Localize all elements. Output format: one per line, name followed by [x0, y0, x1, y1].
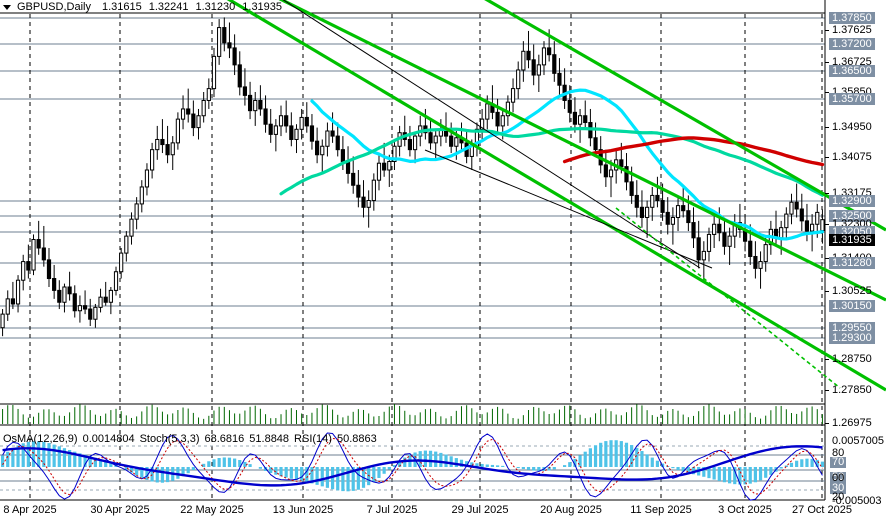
- time-label: 7 Jul 2025: [366, 504, 418, 516]
- price-label: 1.30525: [832, 285, 872, 297]
- price-label: 1.35700: [829, 93, 875, 105]
- indicator-scale-label: 00: [832, 472, 845, 484]
- price-tick: [825, 224, 829, 225]
- rsi-label: RSI(14): [294, 433, 332, 445]
- price-label: 1.37200: [829, 38, 875, 50]
- indicator-scale-label: 30: [830, 482, 847, 494]
- indicator-scale-label: 0.0057005: [832, 435, 884, 447]
- price-tick: [825, 390, 829, 391]
- stoch-legend[interactable]: Stoch(5,3,3) 68.6816 51.8848: [140, 433, 289, 445]
- price-label: 1.37850: [829, 12, 875, 24]
- stoch-k-value: 68.6816: [204, 433, 245, 445]
- ohlc-value-close: 1.31935: [242, 1, 283, 13]
- price-tick: [825, 291, 829, 292]
- indicator-scale-label: -0.005003: [832, 495, 882, 507]
- ohlc-values: 1.31615 1.32241 1.31230 1.31935: [102, 1, 282, 13]
- price-label: 1.34075: [832, 151, 872, 163]
- price-label: 1.29550: [829, 322, 875, 334]
- price-tick: [825, 157, 829, 158]
- price-label: 1.32900: [829, 195, 875, 207]
- indicator-legend: OsMA(12,26,9) 0.0014804 Stoch(5,3,3) 68.…: [3, 433, 377, 445]
- symbol-header: GBPUSD,Daily 1.31615 1.32241 1.31230 1.3193…: [0, 0, 282, 14]
- indicator-scale-label: 70: [830, 456, 847, 468]
- stoch-d-value: 51.8848: [249, 433, 290, 445]
- rsi-legend[interactable]: RSI(14) 50.8863: [294, 433, 377, 445]
- indicator-scale-label: 80: [832, 447, 845, 459]
- chevron-down-icon[interactable]: [3, 5, 11, 10]
- indicator-scale[interactable]: 0.0057005 80 70 50 00 30 20 -0.005003: [825, 426, 886, 522]
- osma-value: 0.0014804: [82, 433, 135, 445]
- osma-label: OsMA(12,26,9): [3, 433, 78, 445]
- symbol-label: GBPUSD,Daily: [17, 1, 91, 13]
- ohlc-value-high: 1.32241: [148, 1, 189, 13]
- price-label: 1.34950: [832, 121, 872, 133]
- price-tick: [825, 258, 829, 259]
- indicator-scale-label: 50: [830, 471, 847, 483]
- time-label: 29 Jul 2025: [451, 504, 509, 516]
- price-scale[interactable]: 1.37850 1.37625 1.37200 1.36725 1.36500 1.358…: [825, 0, 886, 522]
- rsi-value: 50.8863: [336, 433, 377, 445]
- price-label: 1.29300: [829, 332, 875, 344]
- price-label: 1.27850: [832, 384, 872, 396]
- current-price-label: 1.31935: [829, 234, 875, 246]
- time-label: 30 Apr 2025: [90, 504, 150, 516]
- price-tick: [825, 92, 829, 93]
- stoch-label: Stoch(5,3,3): [139, 433, 200, 445]
- time-label: 20 Aug 2025: [540, 504, 602, 516]
- price-tick: [825, 423, 829, 424]
- ohlc-value-low: 1.31230: [195, 1, 236, 13]
- price-label: 1.26975: [832, 417, 872, 429]
- ohlc-value-open: 1.31615: [101, 1, 142, 13]
- price-tick: [825, 62, 829, 63]
- price-tick: [825, 30, 829, 31]
- price-tick: [825, 193, 829, 194]
- price-tick: [825, 359, 829, 360]
- time-label: 11 Sep 2025: [630, 504, 692, 516]
- price-tick: [825, 127, 829, 128]
- price-label: 1.32500: [829, 210, 875, 222]
- time-label: 22 May 2025: [180, 504, 244, 516]
- price-label: 1.30150: [829, 300, 875, 312]
- time-label: 13 Jun 2025: [272, 504, 334, 516]
- price-label: 1.31280: [829, 257, 875, 269]
- indicator-scale-label: 20: [832, 491, 845, 503]
- time-label: 8 Apr 2025: [3, 504, 57, 516]
- time-scale[interactable]: 8 Apr 2025 30 Apr 2025 22 May 2025 13 Jun 2…: [0, 500, 852, 522]
- osma-legend[interactable]: OsMA(12,26,9) 0.0014804: [3, 433, 135, 445]
- price-label: 1.36500: [829, 65, 875, 77]
- time-label: 3 Oct 2025: [718, 504, 772, 516]
- price-label: 1.37625: [832, 24, 872, 36]
- price-label: 1.28750: [832, 353, 872, 365]
- time-label: 27 Oct 2025: [792, 504, 852, 516]
